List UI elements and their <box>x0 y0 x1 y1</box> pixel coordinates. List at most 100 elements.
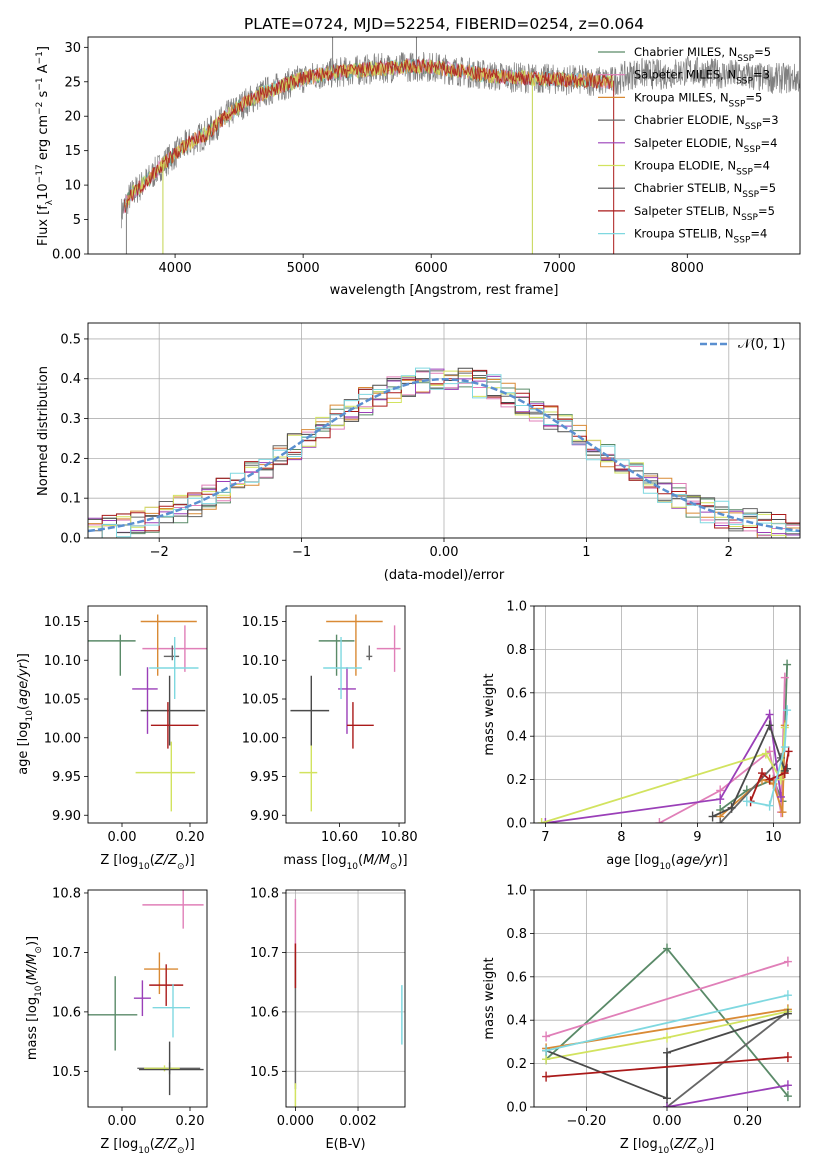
y-tick-label: 10.5 <box>52 1065 81 1080</box>
axes-frame <box>285 889 406 1108</box>
y-tick-label: 0.4 <box>506 1014 527 1029</box>
axes-frame <box>533 889 801 1108</box>
weight-series-line <box>545 711 782 823</box>
x-tick-label: 8 <box>617 830 625 845</box>
x-tick-label: 7 <box>541 830 549 845</box>
plot-area-age-vs-Z <box>88 614 207 812</box>
x-axis-label: age [log10(age/yr)] <box>606 853 728 872</box>
x-tick-label: −1 <box>292 545 311 560</box>
weight-series-line <box>546 1056 788 1078</box>
histogram-series <box>88 369 800 538</box>
y-tick-label: 10.15 <box>242 615 279 630</box>
panel-residuals: −2 −1 0.00 1 2 0.0 0.1 0.2 0.3 0.4 0.5 𝒩(0, 1) (data… <box>36 322 801 583</box>
y-axis-label: Normed distribution <box>36 366 51 496</box>
y-tick-label: 10.5 <box>250 1065 279 1080</box>
legend-label: Chabrier MILES, NSSP=5 <box>634 45 771 64</box>
y-tick-label: 10.6 <box>250 1005 279 1020</box>
y-tick-label: 5 <box>73 213 81 228</box>
y-tick-label: 25 <box>64 75 81 90</box>
y-tick-label: 1.0 <box>506 884 527 899</box>
y-tick-label: 0.6 <box>506 970 527 985</box>
spectrum-model-line <box>124 58 613 213</box>
x-tick-label: −2 <box>150 545 169 560</box>
x-tick-label: 0.002 <box>339 1114 376 1129</box>
legend-label: Salpeter STELIB, NSSP=5 <box>634 204 775 223</box>
x-tick-label: 0.00 <box>653 1114 682 1129</box>
y-tick-label: 10.6 <box>52 1005 81 1020</box>
y-axis-label: age [log10(age/yr)] <box>16 653 35 775</box>
y-tick-label: 9.90 <box>52 809 81 824</box>
weight-series-line <box>666 1084 789 1107</box>
y-tick-label: 0.2 <box>506 1057 527 1072</box>
x-tick-label: 10 <box>765 830 782 845</box>
panel-mass-vs-Z: 0.00 0.20 10.5 10.6 10.7 10.8 Z [log10(Z/Z⊙)] m… <box>25 886 208 1156</box>
x-tick-label: 6000 <box>415 261 448 276</box>
y-tick-label: 10.7 <box>52 946 81 961</box>
y-tick-label: 10 <box>64 179 81 194</box>
y-tick-label: 0.00 <box>52 248 81 263</box>
plot-area-mass-vs-Z <box>88 890 204 1096</box>
y-tick-label: 10.05 <box>44 693 81 708</box>
x-axis-label: wavelength [Angstrom, rest frame] <box>330 283 559 298</box>
legend-label: Salpeter MILES, NSSP=3 <box>634 68 770 87</box>
y-tick-label: 9.90 <box>250 809 279 824</box>
y-tick-label: 20 <box>64 110 81 125</box>
y-tick-label: 10.05 <box>242 693 279 708</box>
y-tick-label: 0.2 <box>506 773 527 788</box>
x-tick-label: 4000 <box>159 261 192 276</box>
x-tick-label: 0.20 <box>176 830 205 845</box>
x-tick-label: 10.80 <box>380 830 417 845</box>
x-tick-label: 0.000 <box>277 1114 314 1129</box>
y-tick-label: 0.5 <box>60 332 81 347</box>
plot-area-weight-vs-age <box>534 606 800 823</box>
y-tick-label: 0.8 <box>506 927 527 942</box>
y-tick-label: 0.3 <box>60 412 81 427</box>
weight-series-line <box>545 960 789 1038</box>
x-axis-label: Z [log10(Z/Z⊙)] <box>100 1137 194 1156</box>
x-tick-label: 0.00 <box>430 545 459 560</box>
y-axis-label: mass weight <box>482 673 497 755</box>
weight-series-line <box>541 727 786 823</box>
y-tick-label: 0.0 <box>506 1101 527 1116</box>
plot-area-spectrum <box>120 37 800 254</box>
x-axis-label: mass [log10(M/M⊙)] <box>283 853 407 872</box>
y-tick-label: 10.8 <box>250 886 279 901</box>
x-axis-label: (data-model)/error <box>384 568 505 583</box>
plot-area-age-vs-mass <box>290 614 401 812</box>
panel-mass-vs-EBV: 0.000 0.002 10.5 10.6 10.7 10.8 E(B-V) <box>250 886 406 1152</box>
panel-weight-vs-age: 7 8 9 10 0.0 0.2 0.4 0.6 0.8 1.0 mass weight age [l… <box>482 600 801 872</box>
axes-frame <box>533 605 801 824</box>
y-tick-label: 0.2 <box>60 452 81 467</box>
y-tick-label: 10.15 <box>44 615 81 630</box>
y-tick-label: 0.6 <box>506 686 527 701</box>
panel-age-vs-mass: 10.60 10.80 9.90 9.95 10.00 10.05 10.10 10.15 ma… <box>242 605 418 872</box>
y-tick-label: 0.0 <box>60 532 81 547</box>
y-tick-label: 0.8 <box>506 643 527 658</box>
y-axis-label: mass weight <box>482 957 497 1039</box>
axes-frame <box>87 605 208 824</box>
axes-frame <box>87 889 208 1108</box>
y-tick-label: 30 <box>64 41 81 56</box>
x-axis-label: E(B-V) <box>325 1137 365 1152</box>
x-tick-label: 8000 <box>671 261 704 276</box>
x-tick-label: 9 <box>693 830 701 845</box>
x-axis-label: Z [log10(Z/Z⊙)] <box>100 853 194 872</box>
legend-label: Chabrier STELIB, NSSP=5 <box>634 181 776 200</box>
y-axis-label: Flux [fλ10−17 erg cm−2 s−1 A−1] <box>35 46 55 246</box>
y-tick-label: 9.95 <box>250 770 279 785</box>
x-tick-label: 7000 <box>543 261 576 276</box>
y-tick-label: 15 <box>64 144 81 159</box>
x-tick-label: 10.60 <box>321 830 358 845</box>
axes-frame <box>87 36 801 255</box>
panel-spectrum: 4000 5000 6000 7000 8000 0.00 5 10 15 20 25 30 Chabr… <box>35 36 801 298</box>
x-tick-label: 2 <box>725 545 733 560</box>
y-tick-label: 0.4 <box>60 372 81 387</box>
weight-series-line <box>666 1010 789 1107</box>
x-tick-label: 1 <box>582 545 590 560</box>
legend-label: Salpeter ELODIE, NSSP=4 <box>634 136 777 155</box>
legend-label: Kroupa ELODIE, NSSP=4 <box>634 159 770 178</box>
y-tick-label: 10.8 <box>52 886 81 901</box>
x-tick-label: −0.20 <box>566 1114 606 1129</box>
plot-area-weight-vs-Z <box>534 890 800 1107</box>
